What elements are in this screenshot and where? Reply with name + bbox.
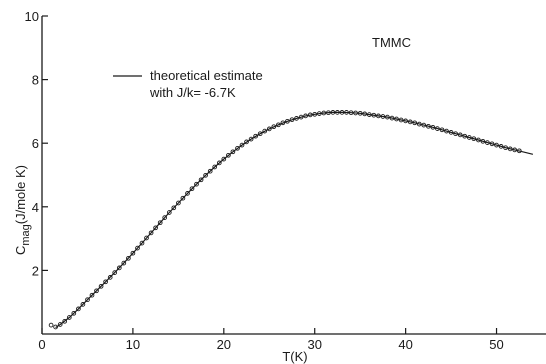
y-tick-label: 4 — [32, 200, 39, 215]
x-axis-label: T(K) — [282, 349, 307, 364]
y-axis-label-unit: (J/mole K) — [13, 165, 28, 224]
x-tick-label: 10 — [126, 337, 140, 352]
x-tick-label: 0 — [38, 337, 45, 352]
y-ticks: 2 4 6 8 10 — [25, 9, 48, 278]
x-tick-label: 20 — [217, 337, 231, 352]
y-tick-label: 2 — [32, 263, 39, 278]
x-tick-label: 30 — [307, 337, 321, 352]
legend-text-line1: theoretical estimate — [150, 68, 263, 83]
sample-annotation: TMMC — [372, 35, 411, 50]
x-ticks: 0 10 20 30 40 50 — [38, 328, 504, 352]
axes — [41, 16, 546, 335]
series — [48, 110, 534, 330]
y-tick-label: 6 — [32, 136, 39, 151]
y-tick-label: 8 — [32, 73, 39, 88]
legend: theoretical estimate with J/k= -6.7K — [113, 68, 263, 100]
x-tick-label: 40 — [398, 337, 412, 352]
theory-curve — [55, 111, 534, 329]
y-tick-label: 10 — [25, 9, 39, 24]
x-tick-label: 50 — [489, 337, 503, 352]
legend-text-line2: with J/k= -6.7K — [149, 85, 236, 100]
data-point — [48, 322, 54, 328]
y-axis-label-main: C — [13, 246, 28, 255]
y-axis-label: Cmag(J/mole K) — [13, 165, 32, 255]
y-axis-label-sub: mag — [20, 224, 32, 245]
